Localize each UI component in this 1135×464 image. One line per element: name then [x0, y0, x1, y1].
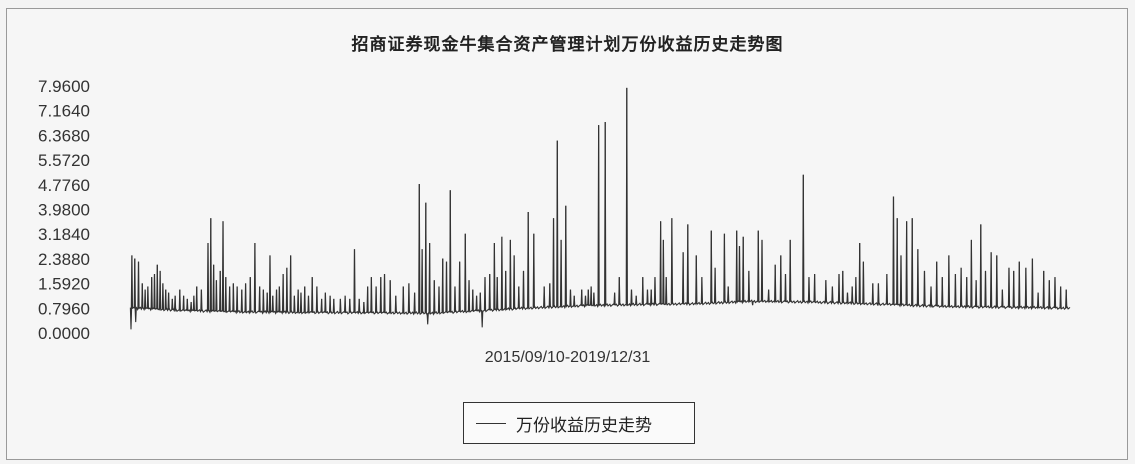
y-tick-label: 4.7760	[38, 176, 90, 195]
y-tick-label: 7.1640	[38, 102, 90, 121]
chart-frame	[6, 8, 1128, 460]
x-axis-label: 2015/09/10-2019/12/31	[484, 349, 651, 366]
series-line	[129, 87, 1071, 330]
legend-series-name: 万份收益历史走势	[516, 415, 652, 436]
y-tick-label: 2.3880	[38, 250, 90, 269]
y-axis-ticks: 7.9600 7.1640 6.3680 5.5720 4.7760 3.9800 3.18…	[38, 77, 90, 343]
y-tick-label: 7.9600	[38, 77, 90, 96]
chart-title: 招商证券现金牛集合资产管理计划万份收益历史走势图	[351, 35, 784, 55]
y-tick-label: 5.5720	[38, 151, 90, 170]
y-tick-label: 1.5920	[38, 275, 90, 294]
y-tick-label: 3.1840	[38, 225, 90, 244]
legend-swatch	[476, 422, 506, 424]
y-tick-label: 0.7960	[38, 299, 90, 318]
y-tick-label: 0.0000	[38, 324, 90, 343]
chart-legend: 万份收益历史走势	[463, 402, 695, 444]
y-tick-label: 6.3680	[38, 126, 90, 145]
series-group	[129, 87, 1071, 330]
y-tick-label: 3.9800	[38, 201, 90, 220]
